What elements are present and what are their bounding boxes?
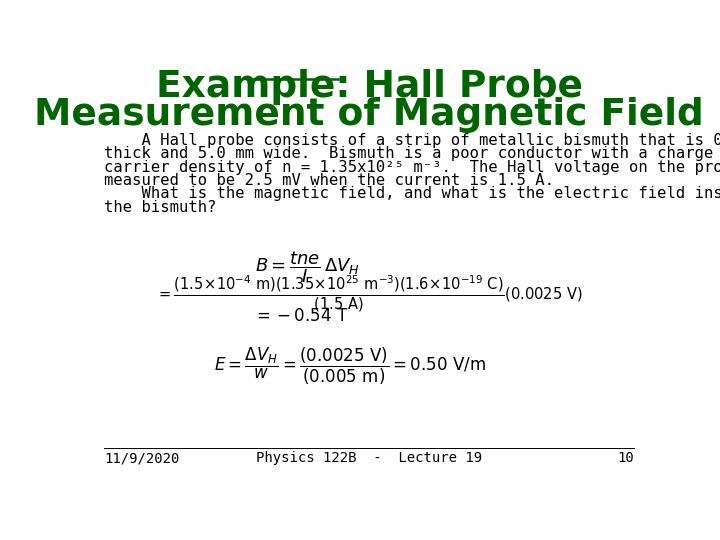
Text: thick and 5.0 mm wide.  Bismuth is a poor conductor with a charge: thick and 5.0 mm wide. Bismuth is a poor… (104, 146, 714, 161)
Text: carrier density of n = 1.35x10²⁵ m⁻³.  The Hall voltage on the probe is: carrier density of n = 1.35x10²⁵ m⁻³. Th… (104, 159, 720, 174)
Text: $= \dfrac{(1.5\!\times\!10^{-4}\ \mathrm{m})(1.35\!\times\!10^{25}\ \mathrm{m}^{: $= \dfrac{(1.5\!\times\!10^{-4}\ \mathrm… (156, 274, 582, 314)
Text: Example: Hall Probe: Example: Hall Probe (156, 69, 582, 105)
Text: $= -0.54\ \mathrm{T}$: $= -0.54\ \mathrm{T}$ (253, 307, 348, 325)
Text: 10: 10 (617, 451, 634, 465)
Text: 11/9/2020: 11/9/2020 (104, 451, 179, 465)
Text: Measurement of Magnetic Field: Measurement of Magnetic Field (34, 97, 704, 133)
Text: measured to be 2.5 mV when the current is 1.5 A.: measured to be 2.5 mV when the current i… (104, 173, 554, 188)
Text: A Hall probe consists of a strip of metallic bismuth that is 0.15 mm: A Hall probe consists of a strip of meta… (104, 132, 720, 147)
Text: $B = \dfrac{tne}{I}\,\Delta V_H$: $B = \dfrac{tne}{I}\,\Delta V_H$ (255, 249, 359, 285)
Text: $E = \dfrac{\Delta V_H}{w} = \dfrac{(0.0025\ \mathrm{V})}{(0.005\ \mathrm{m})} =: $E = \dfrac{\Delta V_H}{w} = \dfrac{(0.0… (214, 346, 486, 387)
Text: Physics 122B  -  Lecture 19: Physics 122B - Lecture 19 (256, 451, 482, 465)
Text: What is the magnetic field, and what is the electric field inside: What is the magnetic field, and what is … (104, 186, 720, 201)
Text: the bismuth?: the bismuth? (104, 200, 217, 215)
